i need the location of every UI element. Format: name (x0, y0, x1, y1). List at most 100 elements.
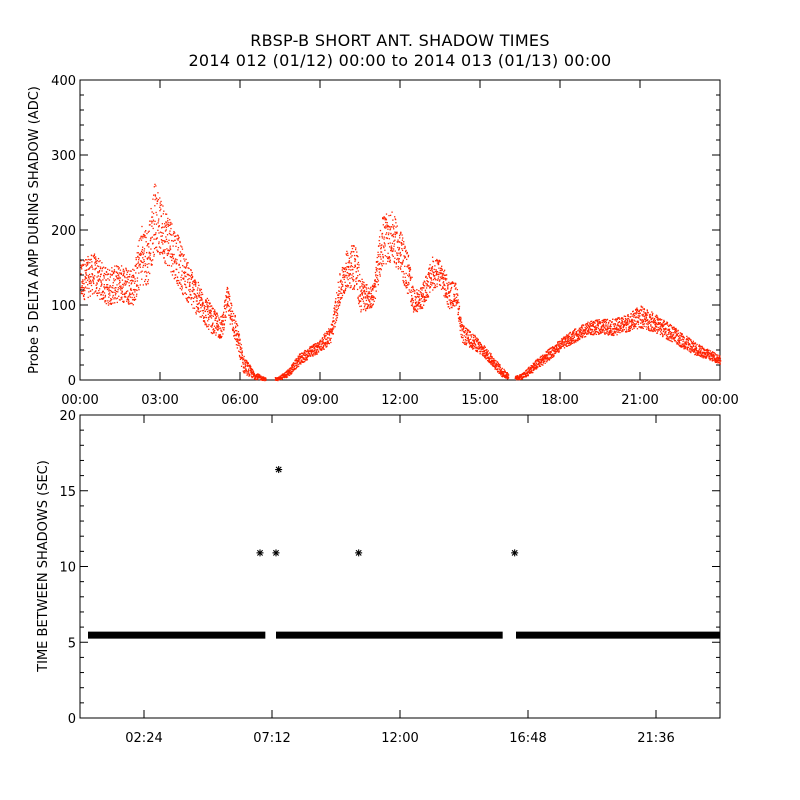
top-data-point (415, 301, 418, 303)
top-data-point (534, 366, 537, 368)
top-data-point (678, 339, 681, 341)
top-data-point (425, 287, 428, 289)
top-data-point (434, 286, 437, 289)
top-data-point (454, 297, 456, 299)
top-data-point (625, 331, 627, 333)
top-data-point (650, 324, 652, 326)
top-data-point (84, 286, 87, 288)
top-data-point (130, 282, 133, 284)
top-data-point (157, 229, 159, 231)
top-data-point (105, 300, 107, 302)
top-data-point (373, 296, 375, 298)
top-data-point (200, 307, 202, 309)
top-data-point (467, 337, 469, 339)
top-data-point (470, 341, 473, 344)
top-data-point (189, 285, 191, 287)
top-data-point (589, 332, 591, 335)
top-data-point (684, 345, 686, 347)
top-data-point (126, 273, 128, 276)
top-data-point (245, 362, 247, 364)
top-data-point (356, 255, 358, 257)
top-data-point (303, 361, 305, 363)
top-data-point (657, 317, 659, 320)
top-data-point (499, 371, 502, 373)
top-data-point (126, 281, 128, 283)
top-data-point (128, 285, 131, 287)
top-data-point (541, 357, 544, 359)
top-data-point (381, 235, 383, 237)
top-data-point (352, 287, 355, 289)
top-data-point (503, 371, 505, 373)
top-data-point (391, 211, 393, 213)
top-data-point (637, 321, 640, 323)
top-data-point (630, 327, 632, 330)
top-data-point (636, 309, 638, 311)
top-data-point (452, 304, 455, 307)
top-data-point (436, 271, 439, 273)
top-data-point (586, 323, 589, 325)
top-data-point (191, 290, 193, 292)
top-data-point (420, 294, 423, 296)
top-data-point (183, 272, 186, 275)
top-data-point (352, 268, 354, 271)
top-data-point (362, 290, 365, 292)
top-data-point (359, 280, 361, 282)
top-data-point (688, 343, 691, 345)
top-data-point (528, 366, 530, 368)
top-data-point (122, 283, 124, 286)
top-data-point (566, 335, 569, 337)
top-data-point (172, 245, 174, 247)
top-data-point (118, 277, 120, 280)
top-data-point (627, 320, 629, 322)
top-data-point (119, 277, 122, 279)
top-data-point (465, 336, 467, 338)
top-data-point (566, 340, 568, 343)
top-data-point (237, 344, 239, 346)
top-data-point (399, 251, 401, 254)
top-data-point (192, 286, 194, 289)
top-data-point (346, 272, 349, 274)
top-data-point (396, 231, 398, 233)
top-data-point (590, 322, 592, 325)
top-data-point (307, 355, 309, 358)
top-data-point (423, 304, 425, 306)
top-data-point (314, 345, 316, 347)
top-data-point (456, 288, 459, 291)
top-data-point (148, 251, 150, 253)
top-data-point (366, 294, 368, 296)
top-data-point (397, 252, 399, 254)
top-data-point (244, 360, 246, 362)
top-data-point (206, 297, 209, 300)
top-data-point (348, 268, 350, 271)
top-data-point (600, 321, 602, 324)
top-data-point (236, 323, 238, 325)
top-data-point (561, 343, 563, 346)
top-data-point (163, 250, 166, 252)
top-data-point (113, 298, 115, 300)
top-data-point (399, 255, 402, 257)
top-data-point (366, 307, 369, 309)
top-data-point (484, 346, 486, 348)
top-data-point (380, 258, 382, 260)
top-data-point (417, 302, 420, 304)
top-data-point (151, 216, 153, 218)
top-data-point (662, 321, 665, 323)
top-data-point (221, 322, 223, 325)
top-data-point (671, 336, 673, 338)
top-data-point (99, 275, 101, 278)
top-data-point (326, 343, 328, 345)
top-data-point (668, 331, 670, 334)
top-data-point (128, 282, 130, 284)
top-data-point (163, 257, 165, 259)
top-data-point (192, 289, 195, 291)
top-data-point (621, 317, 624, 319)
top-data-point (474, 346, 476, 348)
top-data-point (213, 309, 216, 311)
top-data-point (350, 253, 352, 255)
top-data-point (165, 262, 167, 265)
top-data-point (130, 270, 132, 272)
top-data-point (634, 324, 636, 326)
top-data-point (169, 248, 172, 250)
top-data-point (453, 293, 455, 296)
top-data-point (547, 358, 549, 360)
